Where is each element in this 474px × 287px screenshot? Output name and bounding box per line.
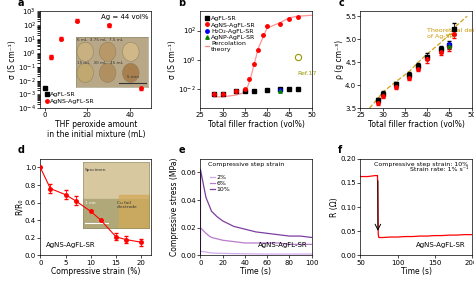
10% <box>275 233 281 236</box>
6% <box>286 243 292 246</box>
6% <box>203 232 209 235</box>
6% <box>253 241 259 245</box>
6% <box>206 234 212 238</box>
Y-axis label: σ (S cm⁻¹): σ (S cm⁻¹) <box>8 40 17 79</box>
Text: d: d <box>18 145 25 155</box>
Text: AgNS-AgFL-SR: AgNS-AgFL-SR <box>258 242 308 248</box>
10% <box>198 168 203 171</box>
2% <box>209 251 214 255</box>
2% <box>264 252 270 256</box>
X-axis label: THF peroxide amount
in the initial mixture (mL): THF peroxide amount in the initial mixtu… <box>46 120 145 139</box>
10% <box>264 232 270 235</box>
2% <box>206 251 212 254</box>
6% <box>209 236 214 239</box>
6% <box>220 238 226 242</box>
2% <box>253 252 259 256</box>
10% <box>203 196 209 199</box>
X-axis label: Total filler fraction (vol%): Total filler fraction (vol%) <box>368 120 465 129</box>
Text: f: f <box>338 145 343 155</box>
10% <box>225 222 231 225</box>
Y-axis label: R (Ω): R (Ω) <box>330 197 339 217</box>
6% <box>225 239 231 243</box>
2% <box>309 252 314 256</box>
2% <box>214 251 220 255</box>
10% <box>198 254 203 257</box>
Text: AgNS-AgFL-SR: AgNS-AgFL-SR <box>416 242 465 248</box>
6% <box>309 243 314 246</box>
Legend: 2%, 6%, 10%: 2%, 6%, 10% <box>209 173 232 193</box>
Text: e: e <box>178 145 185 155</box>
10% <box>309 236 314 239</box>
X-axis label: Total filler fraction (vol%): Total filler fraction (vol%) <box>208 120 304 129</box>
Text: a: a <box>18 0 25 8</box>
2% <box>220 252 226 255</box>
6% <box>242 241 248 245</box>
10% <box>286 234 292 238</box>
Legend: AgFL-SR, AgNS-AgFL-SR: AgFL-SR, AgNS-AgFL-SR <box>44 91 96 105</box>
Text: b: b <box>178 0 185 8</box>
X-axis label: Compressive strain (%): Compressive strain (%) <box>51 267 141 276</box>
6% <box>298 243 303 246</box>
10% <box>242 227 248 231</box>
10% <box>298 234 303 238</box>
10% <box>209 210 214 213</box>
2% <box>231 252 237 255</box>
Text: Compressive step strain: Compressive step strain <box>208 162 284 166</box>
6% <box>231 240 237 243</box>
Y-axis label: ρ (g cm⁻³): ρ (g cm⁻³) <box>335 40 344 79</box>
2% <box>275 252 281 256</box>
2% <box>298 252 303 256</box>
10% <box>206 204 212 208</box>
Text: AgNS-AgFL-SR: AgNS-AgFL-SR <box>46 242 95 248</box>
2% <box>225 252 231 255</box>
X-axis label: Time (s): Time (s) <box>401 267 431 276</box>
2% <box>198 250 203 253</box>
Text: Ref.17: Ref.17 <box>297 71 317 77</box>
Line: 6%: 6% <box>201 228 311 255</box>
2% <box>198 254 203 257</box>
10% <box>214 215 220 218</box>
Line: 2%: 2% <box>201 251 311 255</box>
Text: c: c <box>338 0 344 8</box>
2% <box>286 252 292 256</box>
6% <box>198 226 203 230</box>
Text: Theoretical density
of Ag-SR: Theoretical density of Ag-SR <box>427 28 474 39</box>
Line: 10%: 10% <box>201 170 311 255</box>
Text: Ag = 44 vol%: Ag = 44 vol% <box>100 14 148 20</box>
10% <box>220 219 226 223</box>
6% <box>275 241 281 245</box>
10% <box>231 225 237 228</box>
6% <box>264 241 270 245</box>
X-axis label: Time (s): Time (s) <box>240 267 272 276</box>
Text: Compressive step strain: 10%
Strain rate: 1% s⁻¹: Compressive step strain: 10% Strain rate… <box>374 162 468 172</box>
10% <box>253 230 259 234</box>
Y-axis label: Compressive stress (MPa): Compressive stress (MPa) <box>170 158 179 256</box>
Y-axis label: R/R₀: R/R₀ <box>15 199 24 215</box>
2% <box>203 250 209 254</box>
2% <box>242 252 248 255</box>
6% <box>214 237 220 241</box>
Legend: AgFL-SR, AgNS-AgFL-SR, H₂O₂-AgFL-SR, AgNP-AgFL-SR, Percolation
theory: AgFL-SR, AgNS-AgFL-SR, H₂O₂-AgFL-SR, AgN… <box>203 15 257 53</box>
Y-axis label: σ (S cm⁻¹): σ (S cm⁻¹) <box>168 40 177 79</box>
6% <box>198 254 203 257</box>
